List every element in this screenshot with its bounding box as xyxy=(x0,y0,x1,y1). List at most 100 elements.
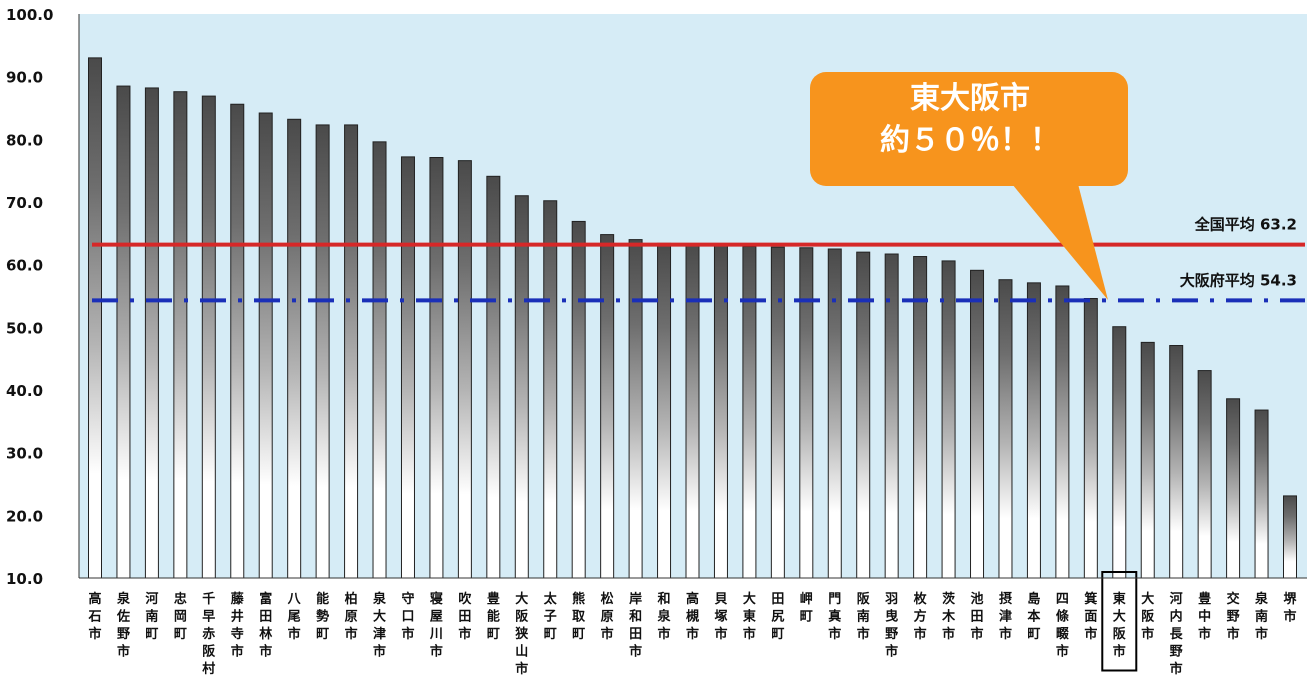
bar xyxy=(1226,398,1241,579)
x-tick-label: 千早赤阪村 xyxy=(202,591,216,677)
x-tick-label: 大阪市 xyxy=(1141,591,1155,642)
bar xyxy=(1140,341,1155,579)
x-tick-label: 箕面市 xyxy=(1084,591,1097,642)
bar xyxy=(457,160,472,579)
bar xyxy=(1169,345,1184,579)
x-tick-label: 田尻町 xyxy=(771,592,784,642)
bar xyxy=(941,260,956,579)
bar xyxy=(913,256,928,579)
x-tick-label: 阪南市 xyxy=(857,592,871,642)
x-tick-label: 貝塚市 xyxy=(714,592,727,642)
bar xyxy=(770,246,785,579)
y-tick-label: 70.0 xyxy=(6,194,43,212)
y-tick-label: 80.0 xyxy=(6,131,43,149)
x-tick-label: 富田林市 xyxy=(259,591,272,660)
bar xyxy=(543,200,558,579)
x-tick-label: 寝屋川市 xyxy=(429,591,443,660)
y-tick-label: 40.0 xyxy=(6,382,43,400)
x-tick-label: 島本町 xyxy=(1027,591,1040,642)
x-tick-label: 守口市 xyxy=(401,591,414,642)
x-tick-label: 吹田市 xyxy=(458,591,471,642)
bar xyxy=(514,195,529,579)
bar xyxy=(628,239,643,579)
x-tick-label: 四條畷市 xyxy=(1056,592,1070,660)
callout-annotation: 東大阪市 約５０％！！ xyxy=(810,78,1130,162)
bar xyxy=(600,234,615,579)
x-tick-label: 河南町 xyxy=(145,591,158,642)
bar xyxy=(1254,409,1269,579)
bar xyxy=(287,118,302,579)
x-tick-label: 高槻市 xyxy=(686,591,699,642)
bar xyxy=(344,124,359,579)
x-tick-label: 高石市 xyxy=(87,591,101,642)
x-tick-label: 藤井寺市 xyxy=(231,591,245,660)
bar xyxy=(1026,282,1041,579)
y-tick-label: 10.0 xyxy=(6,570,43,588)
bar xyxy=(1083,298,1098,579)
bar xyxy=(685,243,700,579)
bar xyxy=(998,279,1013,579)
bar xyxy=(173,91,188,579)
bar xyxy=(88,57,102,579)
bar xyxy=(1283,495,1297,579)
x-tick-label: 能勢町 xyxy=(316,591,329,642)
bar xyxy=(1112,326,1127,579)
reference-line-label: 大阪府平均 54.3 xyxy=(1180,271,1297,289)
bar xyxy=(201,95,216,579)
bar xyxy=(429,157,444,579)
x-tick-label: 八尾市 xyxy=(287,592,302,642)
x-tick-label: 堺市 xyxy=(1283,591,1297,625)
callout-line-2: 約５０％！！ xyxy=(880,123,1060,158)
bar xyxy=(258,112,273,579)
x-tick-label: 熊取町 xyxy=(572,591,586,642)
y-tick-label: 60.0 xyxy=(6,257,43,275)
x-tick-label: 河内長野市 xyxy=(1170,591,1184,677)
x-tick-label: 枚方市 xyxy=(914,591,928,642)
bar xyxy=(144,87,159,579)
bar xyxy=(400,156,415,579)
x-tick-label: 豊中市 xyxy=(1198,591,1211,642)
y-tick-label: 90.0 xyxy=(6,69,43,87)
x-tick-label: 摂津市 xyxy=(999,591,1012,642)
x-tick-label: 大東市 xyxy=(743,591,756,642)
x-tick-label: 茨木市 xyxy=(941,591,956,642)
bar xyxy=(884,253,899,579)
highlight-box xyxy=(1101,571,1138,672)
bar xyxy=(799,247,814,579)
bar xyxy=(372,141,387,579)
callout-bubble xyxy=(810,72,1128,186)
bar xyxy=(230,103,245,579)
bar xyxy=(827,248,842,579)
x-tick-label: 忠岡町 xyxy=(174,591,187,642)
bar xyxy=(116,85,131,579)
x-tick-label: 岸和田市 xyxy=(629,591,642,660)
x-tick-label: 和泉市 xyxy=(658,591,672,642)
x-tick-label: 交野市 xyxy=(1227,591,1240,642)
x-tick-label: 泉大津市 xyxy=(373,591,387,660)
callout-pointer xyxy=(1012,184,1108,300)
x-tick-label: 泉佐野市 xyxy=(116,591,131,660)
bar xyxy=(486,175,501,579)
x-tick-label: 門真市 xyxy=(828,592,841,642)
x-tick-label: 松原市 xyxy=(601,591,614,642)
bar xyxy=(742,245,757,579)
y-tick-label: 30.0 xyxy=(6,445,43,463)
y-tick-label: 50.0 xyxy=(6,319,43,337)
bar xyxy=(571,220,586,579)
reference-line-label: 全国平均 63.2 xyxy=(1194,216,1297,234)
x-tick-label: 東大阪市 xyxy=(1113,591,1127,660)
bar xyxy=(713,245,728,579)
callout-line-1: 東大阪市 xyxy=(910,81,1030,116)
x-tick-label: 泉南市 xyxy=(1255,591,1269,642)
x-tick-label: 羽曳野市 xyxy=(885,592,898,660)
x-tick-label: 太子町 xyxy=(543,591,558,642)
x-tick-label: 岬町 xyxy=(800,592,813,625)
bar xyxy=(1197,370,1212,579)
x-tick-label: 池田市 xyxy=(971,591,984,642)
y-tick-label: 20.0 xyxy=(6,507,43,525)
x-tick-label: 柏原市 xyxy=(345,591,358,642)
y-tick-label: 100.0 xyxy=(6,6,53,24)
x-tick-label: 豊能町 xyxy=(487,591,500,642)
